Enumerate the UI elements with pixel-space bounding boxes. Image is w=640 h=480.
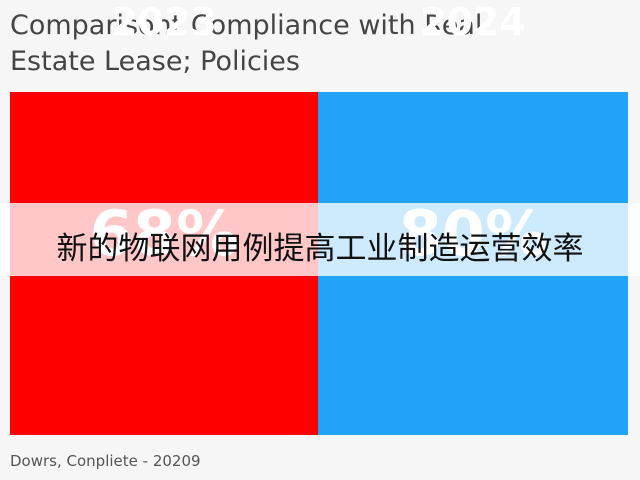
overlay-text: 新的物联网用例提高工业制造运营效率 [56, 231, 584, 267]
panel-year: 2024 [420, 0, 526, 44]
overlay-banner: 新的物联网用例提高工业制造运营效率 [0, 203, 640, 276]
source: Dowrs, Conpliete - 20209 [10, 452, 201, 470]
title-line: Estate Lease; Policies [10, 46, 300, 77]
title-line: Comparisont Compliance with Real [10, 10, 483, 41]
panel-year: 2023 [111, 0, 217, 44]
